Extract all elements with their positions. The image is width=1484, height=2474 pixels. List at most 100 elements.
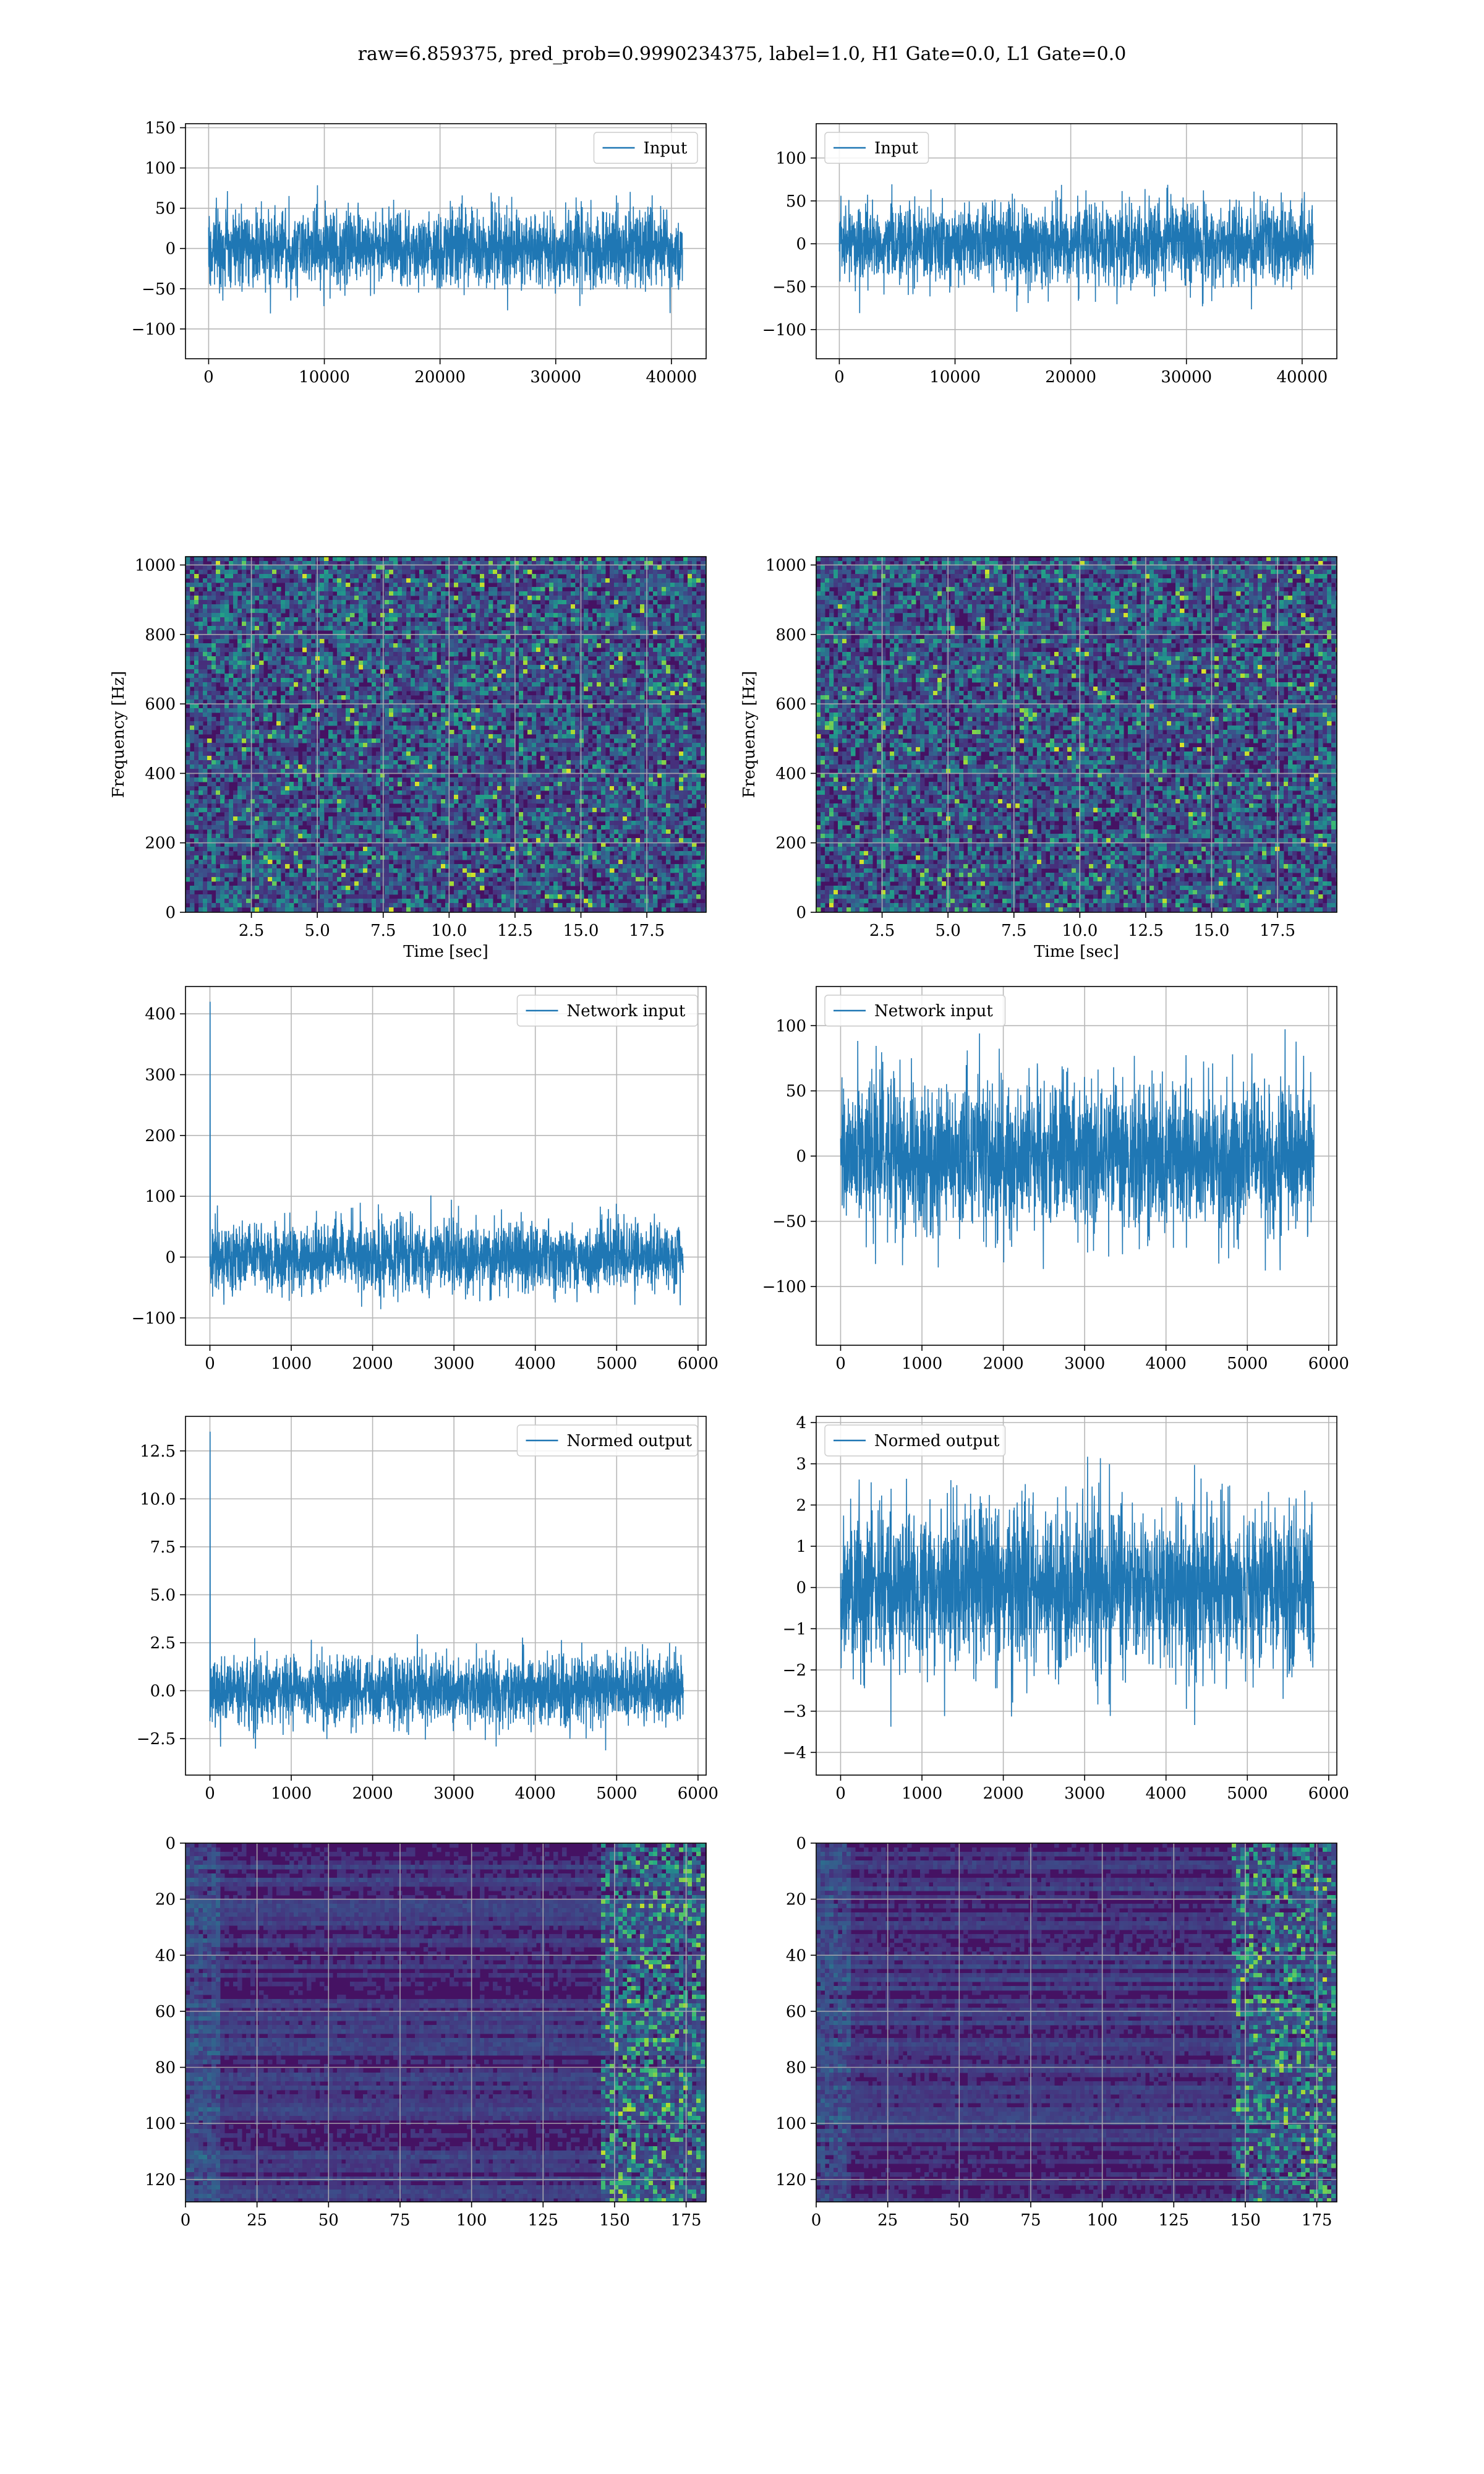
y-tick-label: 40 bbox=[786, 1946, 806, 1965]
x-tick-label: 100 bbox=[1087, 2211, 1118, 2230]
y-tick-label: −100 bbox=[762, 321, 806, 340]
y-tick-label: 1 bbox=[796, 1538, 806, 1556]
y-tick-label: 200 bbox=[145, 834, 176, 853]
x-tick-label: 125 bbox=[527, 2211, 558, 2230]
ticks: 0 10000 20000 30000 40000 −100 −50 0 50 100 150 bbox=[132, 119, 697, 387]
grid bbox=[186, 1843, 706, 2202]
figure-title: raw=6.859375, pred_prob=0.9990234375, la… bbox=[0, 43, 1484, 65]
y-tick-label: 0 bbox=[796, 1147, 806, 1166]
legend: Input bbox=[593, 132, 698, 164]
x-tick-label: 0 bbox=[834, 368, 845, 387]
x-tick-label: 2000 bbox=[983, 1784, 1024, 1803]
legend-box bbox=[516, 995, 698, 1027]
chart-netin_h1: 0 1000 2000 3000 4000 5000 6000 −100 0 100 200 300 4… bbox=[132, 986, 719, 1373]
y-tick-label: 400 bbox=[775, 764, 806, 783]
chart-normed_l1: 0 1000 2000 3000 4000 5000 6000 −4 −3 −2 −1 0 1 2 3 4 No… bbox=[783, 1414, 1349, 1803]
x-tick-label: 175 bbox=[1302, 2211, 1333, 2230]
x-tick-label: 5000 bbox=[1227, 1355, 1268, 1373]
y-tick-label: 2 bbox=[796, 1496, 806, 1515]
y-tick-label: 40 bbox=[155, 1946, 176, 1965]
x-tick-label: 30000 bbox=[530, 368, 581, 387]
x-axis-label: Time [sec] bbox=[1034, 943, 1119, 961]
ticks: 0 1000 2000 3000 4000 5000 6000 −2.5 0.0 2.5 5.0 7.… bbox=[137, 1442, 719, 1803]
x-tick-label: 2000 bbox=[352, 1355, 393, 1373]
y-tick-label: −100 bbox=[132, 1309, 176, 1328]
y-tick-label: 80 bbox=[786, 2059, 806, 2078]
plot-area bbox=[816, 987, 1337, 1345]
x-tick-label: 2000 bbox=[352, 1784, 393, 1803]
legend-label: Input bbox=[644, 139, 688, 158]
x-tick-label: 3000 bbox=[1064, 1355, 1105, 1373]
x-tick-label: 50 bbox=[949, 2211, 970, 2230]
x-tick-label: 1000 bbox=[902, 1355, 942, 1373]
y-tick-label: 100 bbox=[775, 1017, 806, 1035]
y-tick-label: −100 bbox=[762, 1278, 806, 1296]
chart-spec_l1: 2.5 5.0 7.5 10.0 12.5 15.0 17.5 0 200 400 600 800 10… bbox=[740, 556, 1337, 961]
axes-frame bbox=[816, 556, 1337, 913]
y-tick-label: 0 bbox=[796, 1834, 806, 1853]
x-tick-label: 6000 bbox=[678, 1784, 719, 1803]
x-tick-label: 4000 bbox=[1146, 1355, 1187, 1373]
x-tick-label: 0 bbox=[203, 368, 214, 387]
legend: Network input bbox=[516, 995, 698, 1027]
y-tick-label: 1000 bbox=[765, 556, 806, 575]
x-tick-label: 150 bbox=[599, 2211, 630, 2230]
x-tick-label: 7.5 bbox=[1001, 922, 1026, 940]
x-tick-label: 5.0 bbox=[304, 922, 330, 940]
x-tick-label: 0 bbox=[835, 1355, 846, 1373]
plot-area bbox=[816, 1416, 1337, 1775]
axes-frame bbox=[816, 1416, 1337, 1776]
y-tick-label: 20 bbox=[155, 1891, 176, 1909]
plot-area bbox=[186, 124, 706, 359]
series-line bbox=[840, 1457, 1315, 1727]
x-tick-label: 6000 bbox=[1308, 1784, 1349, 1803]
x-tick-label: 0 bbox=[181, 2211, 191, 2230]
axes-frame bbox=[816, 1843, 1337, 2202]
chart-input_h1: 0 10000 20000 30000 40000 −100 −50 0 50 100 150 Inp… bbox=[132, 119, 707, 387]
axes-frame bbox=[185, 123, 707, 359]
series-line bbox=[208, 185, 683, 314]
x-tick-label: 17.5 bbox=[629, 922, 665, 940]
heatmap-cells bbox=[186, 557, 706, 912]
legend-label: Input bbox=[874, 139, 918, 158]
axes-frame bbox=[185, 556, 707, 913]
y-tick-label: 5.0 bbox=[150, 1586, 176, 1604]
ticks: 0 10000 20000 30000 40000 −100 −50 0 50 100 bbox=[762, 149, 1328, 387]
y-tick-label: 400 bbox=[145, 764, 176, 783]
x-tick-label: 75 bbox=[1020, 2211, 1041, 2230]
plot-area bbox=[186, 1416, 706, 1775]
y-tick-label: 600 bbox=[775, 695, 806, 714]
x-tick-label: 20000 bbox=[414, 368, 466, 387]
ticks: 0 25 50 75 100 125 150 175 0 20 40 60 80 100 120 bbox=[145, 1834, 701, 2230]
y-tick-label: −100 bbox=[132, 320, 176, 339]
y-tick-label: −2 bbox=[783, 1661, 806, 1680]
y-tick-label: 20 bbox=[786, 1891, 806, 1909]
y-tick-label: 0 bbox=[165, 904, 176, 922]
legend-label: Normed output bbox=[874, 1432, 1000, 1450]
y-tick-label: 0 bbox=[796, 235, 806, 254]
x-tick-label: 5000 bbox=[596, 1355, 637, 1373]
chart-features_h1: 0 25 50 75 100 125 150 175 0 20 40 60 80 100 120 bbox=[145, 1834, 707, 2230]
legend-box bbox=[824, 1424, 1006, 1457]
y-tick-label: 10.0 bbox=[140, 1490, 176, 1509]
legend: Network input bbox=[824, 995, 1006, 1027]
y-tick-label: 200 bbox=[775, 834, 806, 853]
y-tick-label: 120 bbox=[775, 2171, 806, 2189]
ticks: 0 25 50 75 100 125 150 175 0 20 40 60 80 100 120 bbox=[775, 1834, 1332, 2230]
y-tick-label: −3 bbox=[783, 1703, 806, 1721]
x-tick-label: 0 bbox=[835, 1784, 846, 1803]
y-tick-label: 50 bbox=[155, 200, 176, 218]
chart-spec_h1: 2.5 5.0 7.5 10.0 12.5 15.0 17.5 0 200 400 600 800 10… bbox=[109, 556, 707, 961]
x-tick-label: 6000 bbox=[678, 1355, 719, 1373]
plot-area bbox=[186, 557, 706, 912]
ticks: 0 1000 2000 3000 4000 5000 6000 −4 −3 −2 −1 0 1 2 3 4 bbox=[783, 1414, 1349, 1803]
x-tick-label: 125 bbox=[1158, 2211, 1189, 2230]
y-tick-label: −2.5 bbox=[137, 1730, 176, 1748]
ticks: 0 1000 2000 3000 4000 5000 6000 −100 0 100 200 300 4… bbox=[132, 1005, 719, 1373]
y-tick-label: −4 bbox=[783, 1744, 806, 1762]
legend-box bbox=[824, 132, 929, 164]
heatmap-cells bbox=[816, 557, 1337, 912]
heatmap-cells bbox=[816, 1843, 1337, 2202]
legend: Input bbox=[824, 132, 929, 164]
grid bbox=[816, 557, 1337, 912]
